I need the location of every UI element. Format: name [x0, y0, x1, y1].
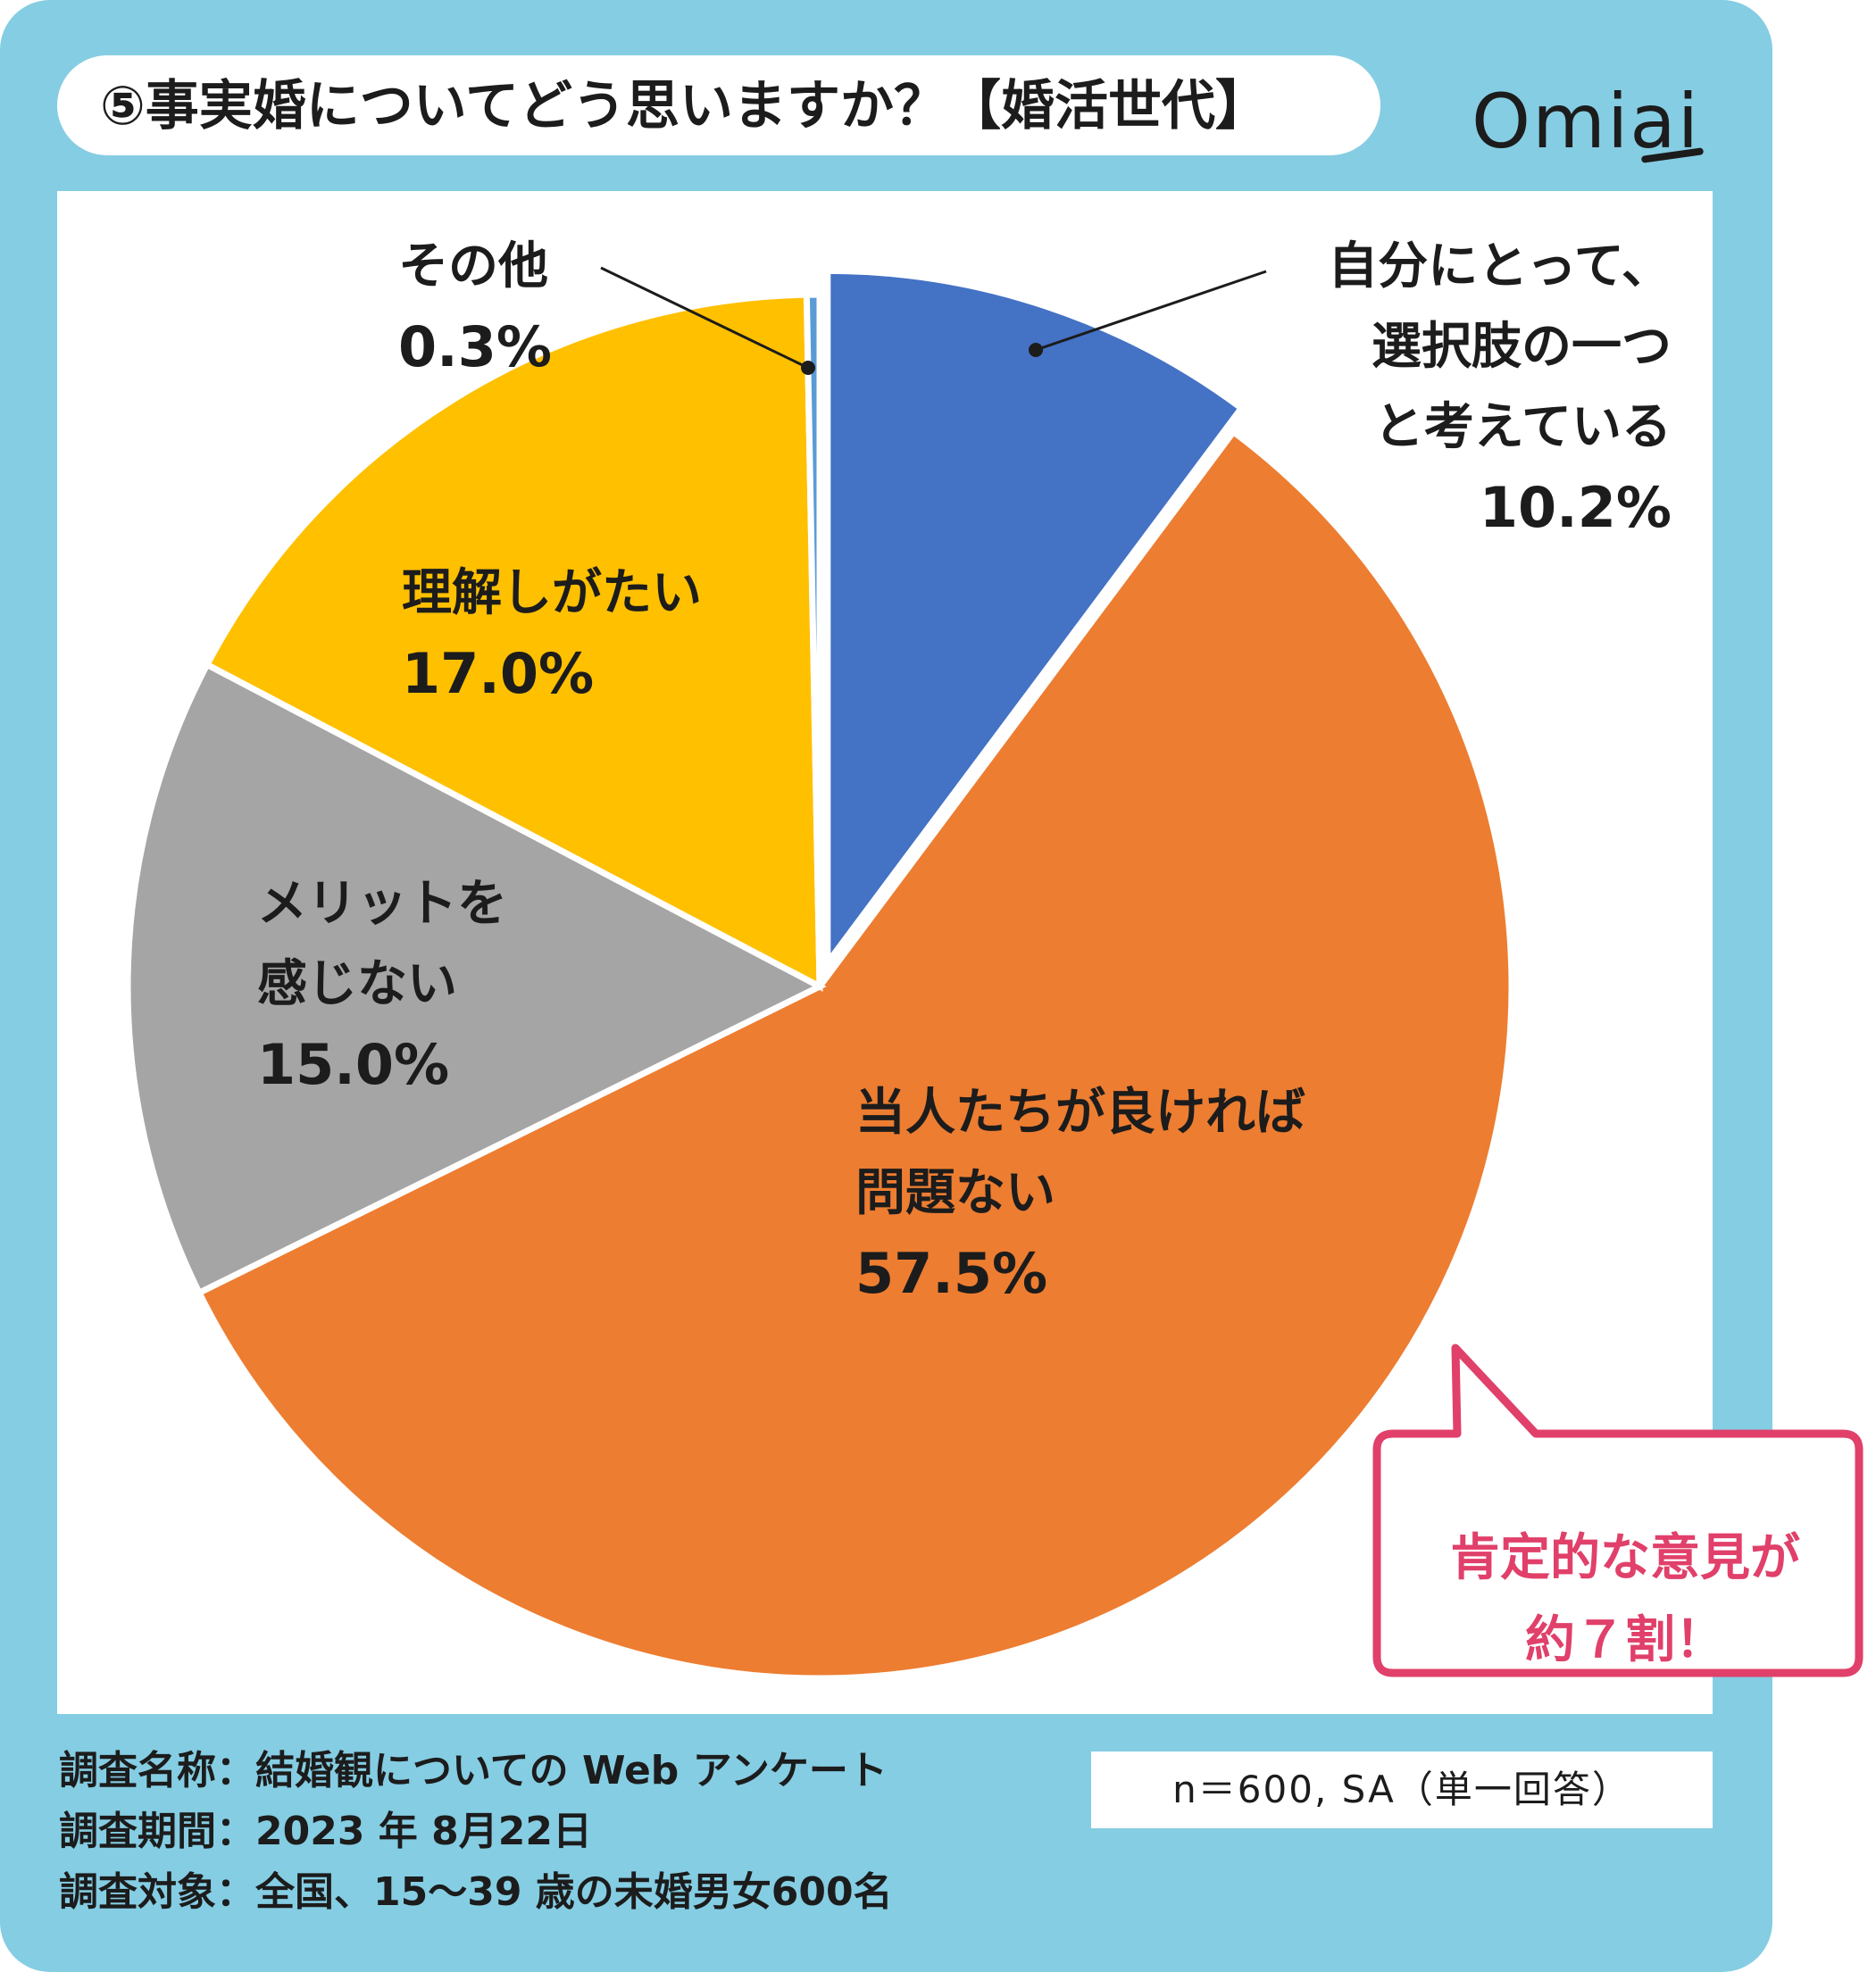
callout-line2: 約７割！ — [1525, 1611, 1725, 1669]
leader-lines — [600, 266, 1267, 375]
survey-target: 調査対象：全国、15～39 歳の未婚男女600名 — [59, 1869, 893, 1915]
pie-slices — [124, 267, 1515, 1682]
slice-label-other-line1: その他 — [398, 237, 548, 295]
slice-label-choice: 自分にとって、 選択肢の一つ と考えている 10.2% — [1232, 227, 1672, 548]
callout-text: 肯定的な意見が 約７割！ — [1393, 1518, 1857, 1682]
slice-label-choice-line1: 自分にとって、 — [1328, 237, 1672, 295]
slice-value-other: 0.3% — [398, 314, 552, 379]
leader-dot-choice — [1029, 343, 1043, 357]
pie-slice-0 — [824, 267, 1246, 972]
slice-label-choice-line3: と考えている — [1373, 398, 1672, 456]
callout-line1: 肯定的な意見が — [1450, 1529, 1800, 1587]
slice-label-ok-line1: 当人たちが良ければ — [855, 1084, 1305, 1142]
slice-label-hard-line1: 理解しがたい — [402, 564, 702, 622]
pie-slice-1 — [195, 427, 1515, 1682]
slice-value-ok: 57.5% — [855, 1241, 1048, 1306]
title-pill — [57, 55, 1380, 155]
slice-label-ok-line2: 問題ない — [855, 1164, 1055, 1222]
slice-label-other: その他 0.3% — [398, 227, 552, 387]
leader-line-choice — [1035, 270, 1267, 352]
slice-label-no-merit: メリットを 感じない 15.0% — [257, 864, 507, 1105]
slice-label-hard: 理解しがたい 17.0% — [402, 553, 702, 714]
callout-bubble — [1372, 1344, 1863, 1677]
slice-value-hard: 17.0% — [402, 641, 595, 706]
sample-size-box: n＝600, SA（単一回答） — [1091, 1752, 1713, 1828]
omiai-logo: Omiai — [1472, 78, 1701, 165]
slice-label-no-merit-line2: 感じない — [257, 955, 457, 1013]
chart-title: ⑤事実婚についてどう思いますか？【婚活世代】 — [100, 75, 1269, 137]
slice-value-choice: 10.2% — [1479, 475, 1672, 540]
slice-label-no-merit-line1: メリットを — [257, 875, 507, 933]
slice-value-no-merit: 15.0% — [257, 1032, 450, 1097]
leader-line-other — [600, 266, 809, 370]
survey-period: 調査期間：2023 年 8月22日 — [59, 1809, 592, 1854]
slice-label-ok: 当人たちが良ければ 問題ない 57.5% — [855, 1073, 1305, 1314]
survey-name: 調査名称：結婚観についての Web アンケート — [59, 1748, 888, 1793]
leader-dot-other — [801, 361, 815, 375]
pie-slice-3 — [203, 291, 823, 992]
survey-footer: 調査名称：結婚観についての Web アンケート 調査期間：2023 年 8月22… — [59, 1741, 893, 1923]
pie-slice-4 — [803, 291, 823, 987]
pie-slice-2 — [124, 660, 827, 1297]
slice-label-choice-line2: 選択肢の一つ — [1372, 318, 1672, 376]
